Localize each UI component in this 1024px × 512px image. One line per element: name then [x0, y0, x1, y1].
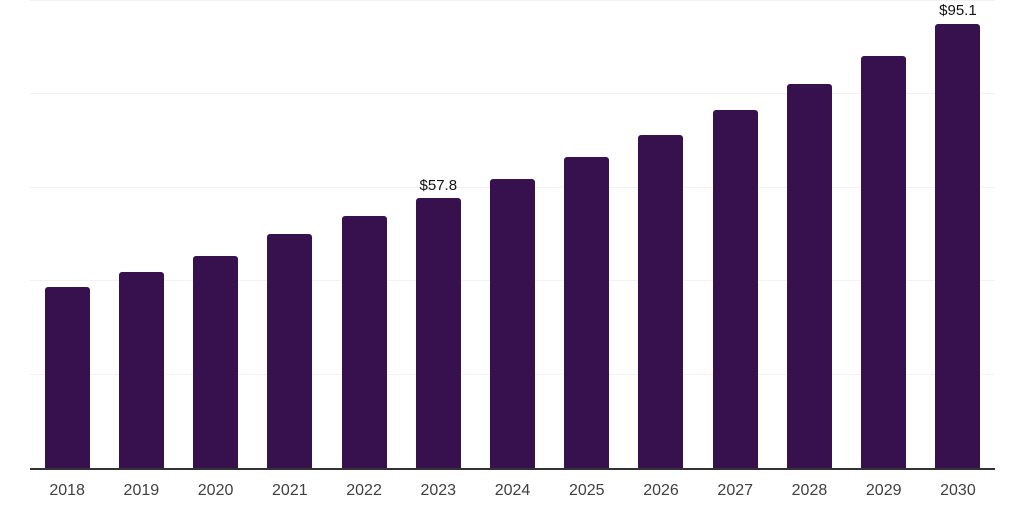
bar-value-label-2023: $57.8	[419, 176, 458, 194]
x-axis-tick-labels: 2018 2019 2020 2021 2022 2023 2024 2025 2026 2027…	[30, 481, 995, 500]
bar-slot-2024	[475, 0, 549, 468]
x-tick-2021: 2021	[272, 482, 308, 499]
bar-series: $57.8 $95.1	[30, 0, 995, 468]
bar-2024	[490, 178, 536, 468]
x-tick-2023: 2023	[420, 482, 457, 499]
bar-slot-2029	[847, 0, 921, 468]
bar-slot-2027	[698, 0, 772, 468]
x-tick-2029: 2029	[865, 482, 902, 499]
bar-slot-2021	[253, 0, 327, 468]
bar-2021	[267, 233, 313, 468]
x-tick-2028: 2028	[791, 482, 828, 499]
x-tick-2025: 2025	[568, 482, 605, 499]
x-axis-line	[30, 468, 995, 470]
bar-2025	[564, 157, 610, 468]
x-tick-2030: 2030	[940, 482, 976, 499]
bar-slot-2020	[178, 0, 252, 468]
bar-2022	[341, 216, 387, 468]
gridline-80	[30, 93, 995, 95]
x-tick-2024: 2024	[494, 482, 531, 499]
bar-2020	[193, 255, 239, 468]
gridline-100	[30, 0, 995, 1]
bar-2019	[118, 272, 164, 468]
x-tick-2020: 2020	[197, 482, 234, 499]
bar-slot-2025	[550, 0, 624, 468]
x-tick-2026: 2026	[643, 482, 679, 499]
bar-2026	[638, 134, 684, 468]
bar-2023	[415, 198, 461, 468]
bar-value-label-2030: $95.1	[939, 2, 977, 20]
bar-slot-2028	[772, 0, 846, 468]
plot-area: $57.8 $95.1	[30, 0, 995, 468]
bar-slot-2022	[327, 0, 401, 468]
bar-2030	[935, 23, 981, 468]
bar-slot-2023: $57.8	[401, 0, 475, 468]
x-tick-2022: 2022	[346, 482, 382, 499]
x-tick-2019: 2019	[123, 482, 160, 499]
bar-2018	[44, 286, 90, 468]
bar-2029	[861, 55, 907, 468]
bar-2027	[712, 110, 758, 468]
bar-slot-2026	[624, 0, 698, 468]
bar-2028	[786, 84, 832, 468]
x-tick-2027: 2027	[717, 482, 754, 499]
x-tick-2018: 2018	[49, 482, 85, 499]
bar-slot-2018	[30, 0, 104, 468]
bar-slot-2030: $95.1	[921, 0, 995, 468]
bar-slot-2019	[104, 0, 178, 468]
